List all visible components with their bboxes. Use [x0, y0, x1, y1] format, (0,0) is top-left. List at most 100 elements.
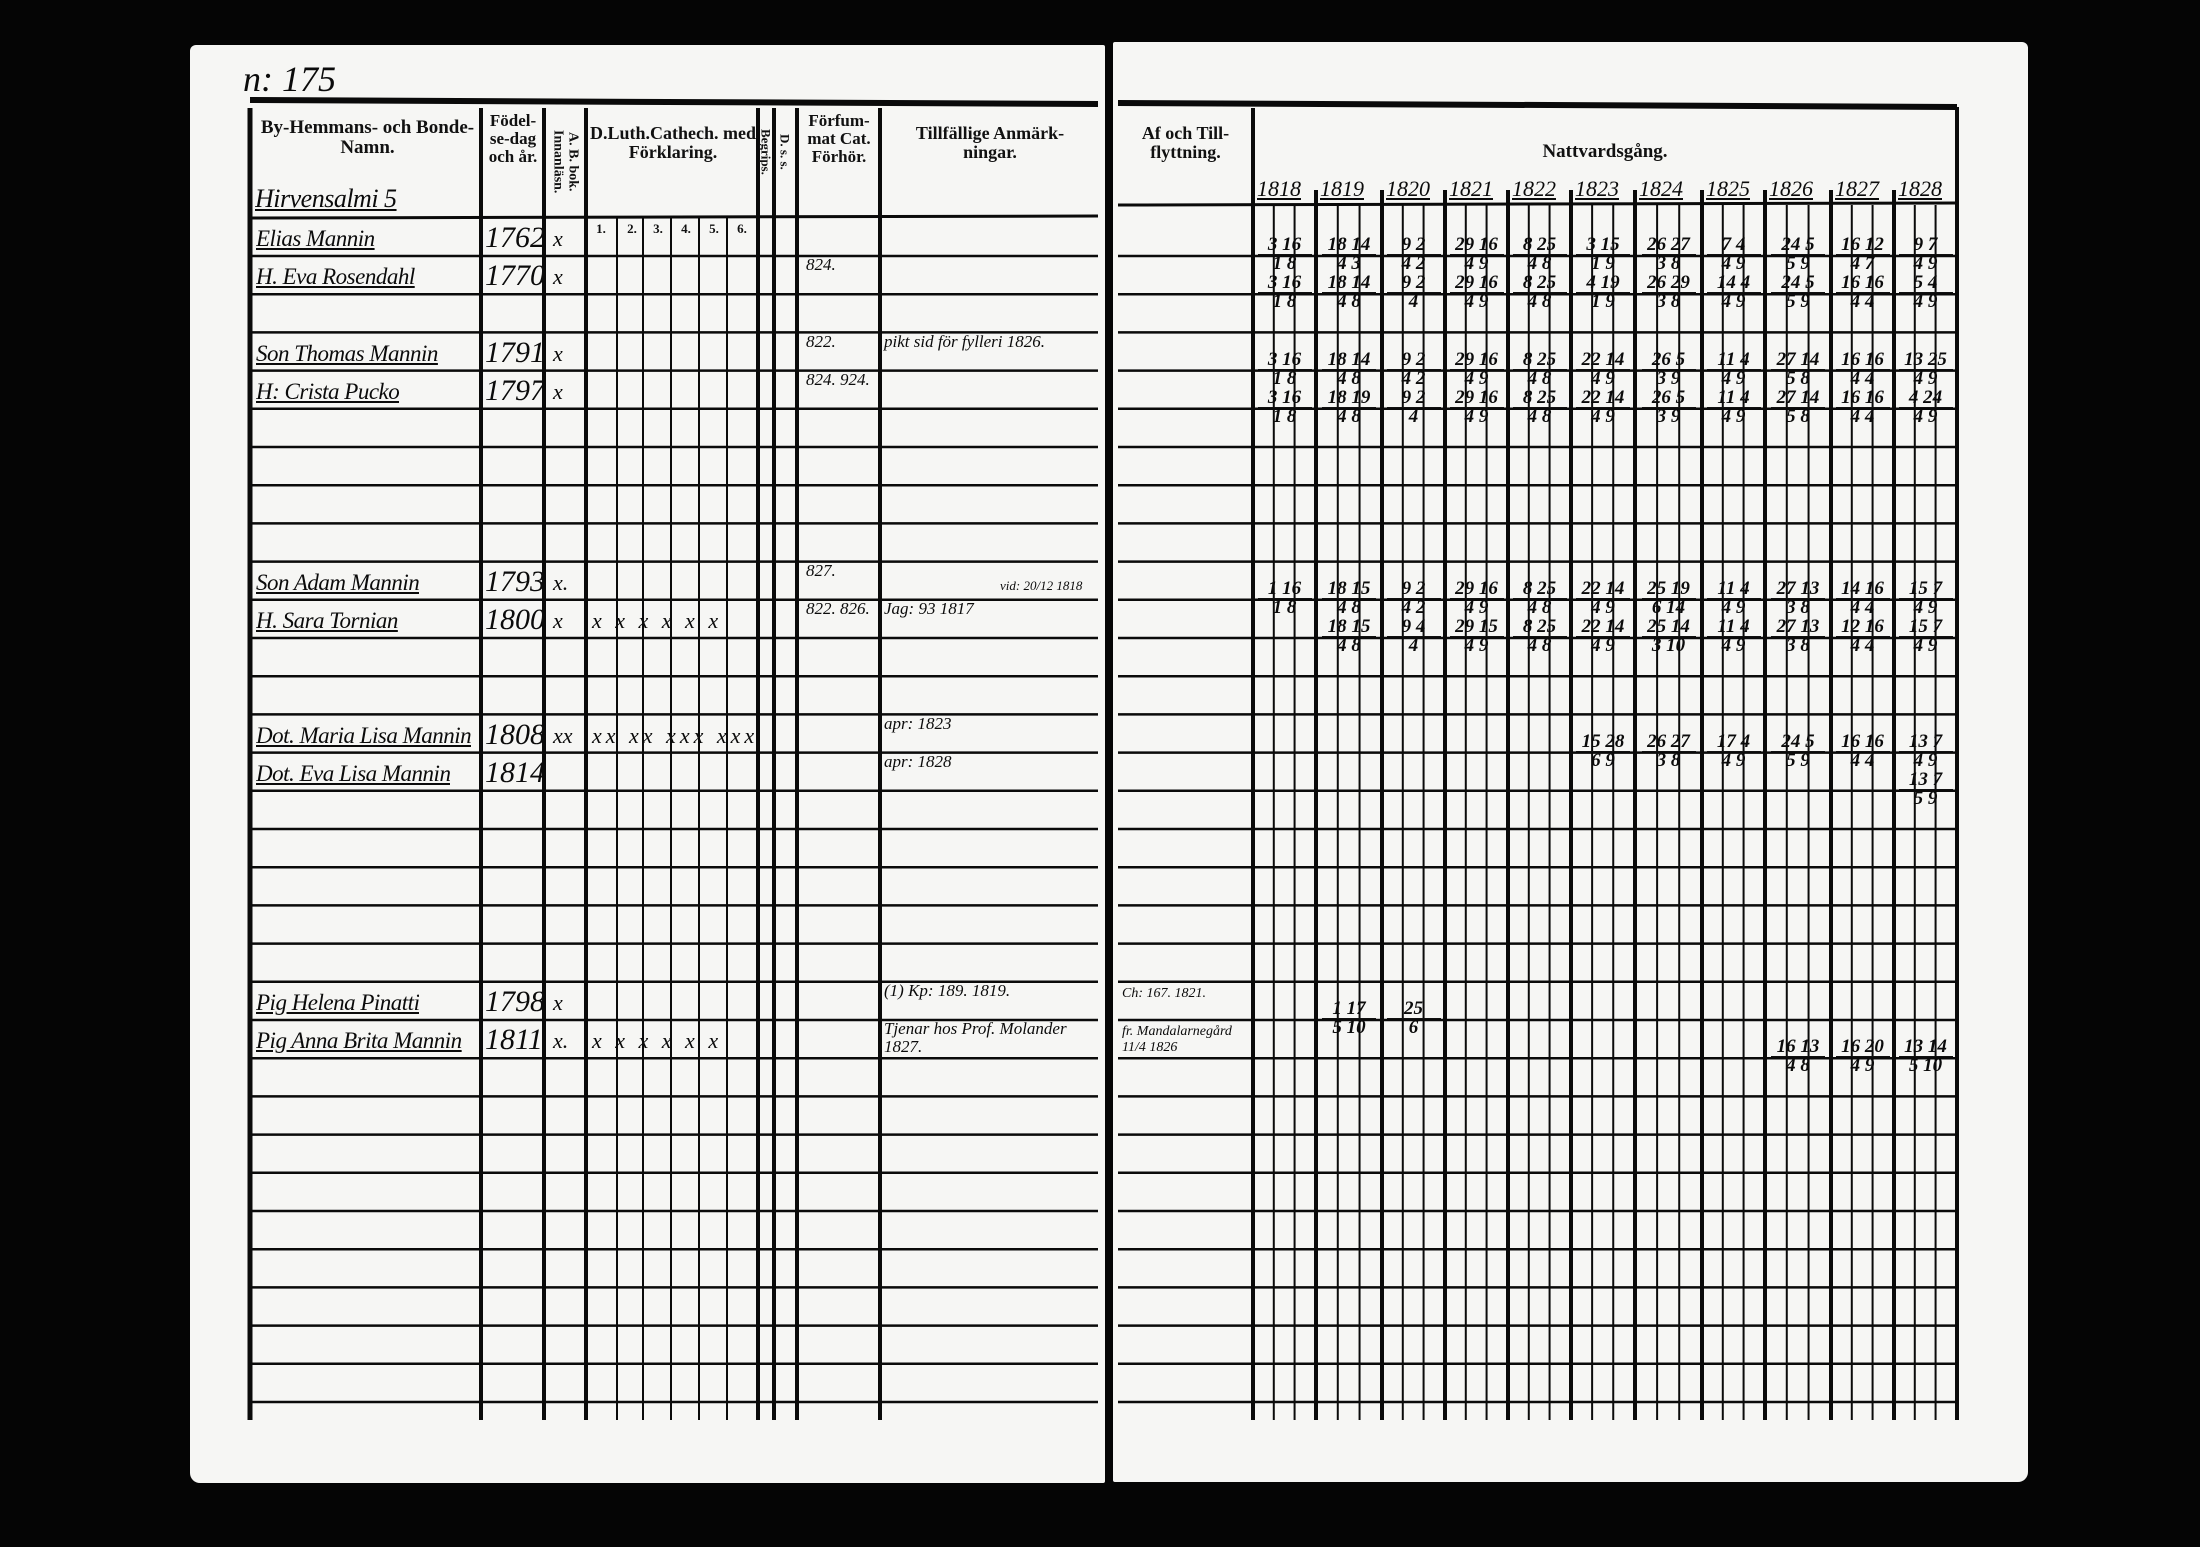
- communion-day: 3 15: [1576, 235, 1630, 255]
- remark-text: pikt sid för fylleri 1826.: [884, 331, 1046, 351]
- birth-year: 1762: [485, 221, 545, 254]
- year-label: 1824: [1639, 176, 1683, 201]
- communion-day: 3 16: [1257, 388, 1312, 408]
- communion-day: 4 24: [1898, 388, 1953, 408]
- communion-day: 3 16: [1257, 273, 1312, 294]
- communion-month: 5 9: [1913, 787, 1938, 809]
- communion-month: 4 9: [1721, 635, 1746, 656]
- communion-day: 18 14: [1322, 273, 1376, 294]
- communion-entry: 14 16 4 4: [1835, 579, 1890, 617]
- hearing-years: 822. 826.: [806, 599, 870, 618]
- communion-day: 11 4: [1706, 617, 1761, 637]
- birth-year: 1798: [485, 985, 545, 1018]
- communion-month: 3 9: [1656, 405, 1681, 427]
- communion-entry: 16 20 4 9: [1835, 1037, 1890, 1077]
- communion-month: 4 2: [1401, 596, 1426, 618]
- communion-day: 11 4: [1706, 350, 1761, 370]
- communion-day: 13 14: [1898, 1037, 1953, 1058]
- communion-entry: 22 14 4 9: [1576, 388, 1630, 426]
- communion-entry: 26 29 3 8: [1641, 273, 1696, 311]
- communion-entry: 4 19 1 9: [1576, 273, 1630, 311]
- communion-day: 5 4: [1898, 273, 1953, 294]
- communion-month: 4 9: [1721, 291, 1746, 313]
- communion-month: 3 8: [1656, 749, 1681, 771]
- communion-month: 1 8: [1272, 367, 1297, 389]
- communion-month: 4 8: [1337, 367, 1361, 389]
- communion-entry: 25 14 3 10: [1641, 617, 1696, 655]
- year-label: 1818: [1257, 176, 1301, 201]
- year-label: 1820: [1386, 176, 1430, 201]
- birth-year: 1797: [485, 373, 545, 407]
- communion-month: 5 10: [1908, 1055, 1943, 1077]
- communion-month: 3 8: [1786, 596, 1810, 618]
- person-name: H: Crista Pucko: [256, 378, 400, 404]
- header-name: By-Hemmans- och Bonde-Namn.: [260, 117, 475, 158]
- reading-mark: x.: [553, 1028, 569, 1054]
- communion-month: 5 8: [1786, 367, 1810, 389]
- communion-month: 6: [1408, 1017, 1419, 1038]
- communion-entry: 8 25 4 8: [1512, 579, 1567, 617]
- year-label: 1827: [1835, 176, 1879, 201]
- communion-entry: 16 16 4 4: [1835, 388, 1890, 426]
- catechism-part-label: 6.: [737, 221, 747, 236]
- hearing-years: 824. 924.: [806, 369, 870, 389]
- birth-year: 1800: [485, 603, 545, 636]
- communion-entry: 18 14 4 3: [1322, 235, 1376, 274]
- communion-month: 4 3: [1337, 253, 1361, 274]
- reading-mark: x: [553, 340, 563, 366]
- reading-mark: x: [553, 378, 563, 404]
- communion-month: 4 9: [1721, 253, 1746, 274]
- communion-month: 4 9: [1850, 1055, 1875, 1077]
- year-label: 1821: [1449, 176, 1493, 201]
- communion-day: 8 25: [1512, 350, 1567, 370]
- communion-month: 1 8: [1272, 596, 1297, 618]
- communion-month: 6 14: [1651, 596, 1686, 618]
- communion-day: 24 5: [1771, 273, 1825, 294]
- year-label: 1826: [1769, 176, 1813, 201]
- communion-entry: 1 17 5 10: [1322, 999, 1376, 1037]
- communion-day: 9 2: [1386, 579, 1441, 599]
- communion-day: 29 16: [1449, 579, 1504, 599]
- birth-year: 1770: [485, 259, 545, 293]
- communion-month: 4 9: [1591, 635, 1615, 656]
- communion-day: 18 14: [1322, 235, 1376, 255]
- communion-month: 4 9: [1913, 253, 1938, 274]
- birth-year: 1811: [485, 1023, 543, 1057]
- reading-mark: xx: [553, 722, 573, 748]
- communion-day: 26 27: [1641, 732, 1696, 752]
- communion-entry: 3 16 1 8: [1257, 388, 1312, 426]
- communion-month: 4 8: [1527, 367, 1552, 389]
- reading-mark: x: [553, 264, 563, 290]
- communion-month: 4 4: [1850, 635, 1875, 656]
- remark-side-text: vid: 20/12 1818: [1000, 578, 1083, 593]
- catechism-part-label: 3.: [653, 221, 663, 236]
- left-page: [190, 45, 1105, 1483]
- communion-entry: 25 6: [1386, 999, 1441, 1038]
- person-name: Dot. Eva Lisa Mannin: [256, 760, 451, 786]
- communion-month: 1 8: [1272, 291, 1297, 313]
- communion-day: 18 19: [1322, 388, 1376, 408]
- communion-month: 4: [1408, 291, 1419, 313]
- communion-day: 24 5: [1771, 732, 1825, 752]
- communion-month: 4 9: [1913, 405, 1938, 427]
- communion-month: 4 2: [1401, 367, 1426, 389]
- person-name: Elias Mannin: [256, 226, 375, 251]
- communion-month: 4 9: [1464, 253, 1489, 274]
- communion-month: 3 9: [1656, 367, 1681, 389]
- communion-entry: 8 25 4 8: [1512, 273, 1567, 311]
- communion-day: 9 2: [1386, 388, 1441, 408]
- reading-mark: x.: [553, 569, 569, 595]
